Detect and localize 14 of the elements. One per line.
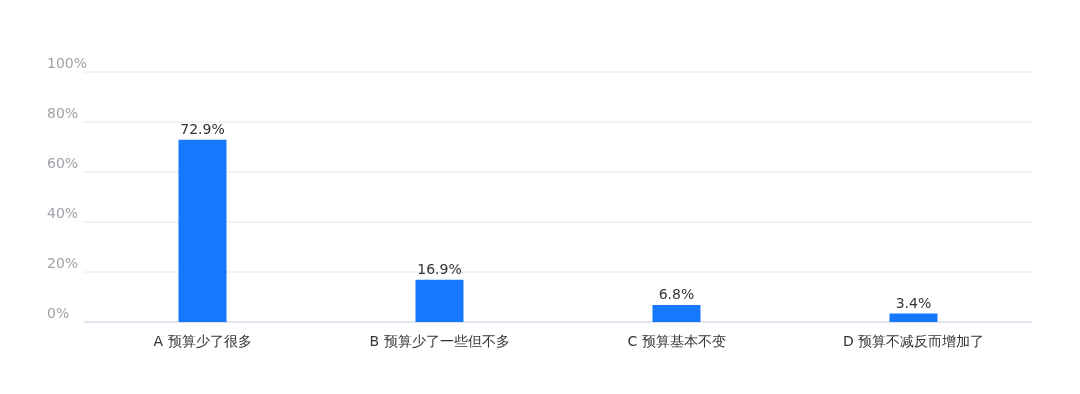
data-label: 16.9% xyxy=(417,260,462,277)
data-label: 6.8% xyxy=(658,286,695,302)
y-tick-label: 40% xyxy=(47,205,79,221)
y-tick-label: 0% xyxy=(47,305,70,321)
y-tick-label: 100% xyxy=(47,55,88,71)
data-label: 72.9% xyxy=(180,120,225,137)
y-tick-label: 60% xyxy=(47,155,79,171)
data-label: 3.4% xyxy=(895,294,932,311)
x-tick-label: A 预算少了很多 xyxy=(153,333,252,349)
y-tick-label: 80% xyxy=(47,105,79,121)
y-tick-label: 20% xyxy=(47,255,79,271)
x-tick-label: B 预算少了一些但不多 xyxy=(369,333,510,349)
x-tick-label: C 预算基本不变 xyxy=(627,333,726,349)
x-tick-label: D 预算不减反而增加了 xyxy=(842,333,985,349)
